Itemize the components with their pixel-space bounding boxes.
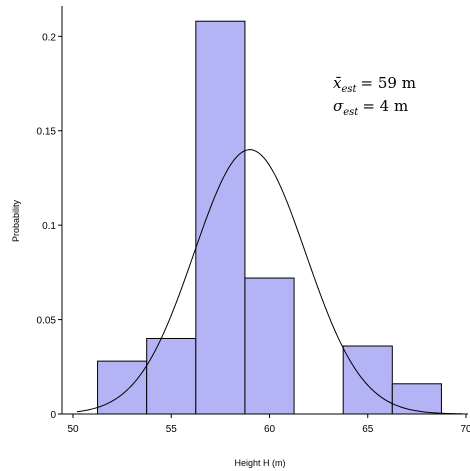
x-tick-label: 65 [362,424,374,435]
y-tick-label: 0.15 [37,127,57,138]
histogram-bar [195,20,246,415]
y-tick-label: 0 [50,410,56,421]
histogram-bar [97,360,148,415]
histogram-bars [97,20,442,415]
x-tick-label: 60 [264,424,276,435]
histogram-bar [146,337,197,415]
x-axis-label: Height H (m) [234,458,285,468]
x-tick-label: 55 [166,424,178,435]
y-axis-label: Probability [11,199,21,242]
x-tick-label: 70 [460,424,470,435]
sd-annotation: σest = 4 m [333,97,408,118]
normal-curve [76,149,463,415]
y-tick-label: 0.2 [42,32,56,43]
x-tick-label: 50 [67,424,79,435]
statistics-annotation: x̄est = 59 m σest = 4 m [333,74,416,118]
histogram-bar [342,345,393,415]
mean-annotation: x̄est = 59 m [333,74,416,95]
x-ticks: 50 55 60 65 70 [67,414,470,435]
histogram-bar [391,383,442,415]
histogram-bar [244,277,295,415]
y-ticks: 0 0.05 0.1 0.15 0.2 [37,32,62,421]
y-tick-label: 0.1 [42,221,56,232]
y-tick-label: 0.05 [37,316,57,327]
